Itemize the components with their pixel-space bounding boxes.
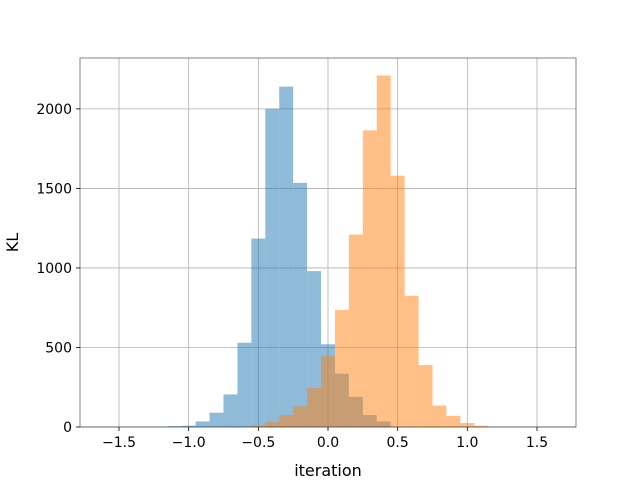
- y-tick-label: 1000: [36, 261, 72, 277]
- x-tick-label: −1.0: [172, 435, 206, 451]
- histogram-bar-series-1: [293, 182, 308, 427]
- y-tick-label: 500: [45, 340, 72, 356]
- histogram-bar-series-2: [279, 415, 294, 427]
- x-tick-label: −0.5: [241, 435, 275, 451]
- histogram-bar-series-2: [251, 425, 266, 427]
- y-tick-label: 0: [63, 420, 72, 436]
- x-axis-label: iteration: [294, 461, 362, 480]
- x-tick-label: 1.5: [526, 435, 548, 451]
- histogram-bar-series-2: [390, 175, 405, 427]
- histogram-bar-series-1: [265, 108, 280, 428]
- histogram-bar-series-2: [404, 295, 419, 427]
- histogram-bar-series-2: [446, 415, 461, 427]
- y-tick-label: 2000: [36, 102, 72, 118]
- histogram-bar-series-2: [474, 425, 489, 427]
- histogram-bar-series-2: [376, 75, 391, 427]
- histogram-bar-series-2: [432, 405, 447, 427]
- histogram-bars: [167, 75, 489, 428]
- histogram-bar-series-2: [265, 422, 280, 427]
- axis-ticks: −1.5 −1.0 −0.5 0.0 0.5 1.0 1.5 0 500 1000 1500 2000: [36, 102, 548, 451]
- histogram-bar-series-1: [223, 394, 238, 427]
- histogram-bar-series-2: [334, 310, 349, 427]
- y-axis-label: KL: [3, 233, 22, 252]
- histogram-bar-series-2: [321, 356, 335, 427]
- histogram-bar-series-2: [460, 423, 475, 427]
- histogram-bar-series-1: [181, 425, 196, 427]
- x-tick-label: 0.5: [387, 435, 409, 451]
- histogram-bar-series-2: [293, 406, 308, 427]
- histogram-bar-series-1: [279, 86, 294, 428]
- histogram-bar-series-2: [362, 130, 377, 427]
- histogram-bar-series-1: [209, 412, 224, 427]
- y-tick-label: 1500: [36, 181, 72, 197]
- histogram-bar-series-1: [237, 342, 252, 427]
- x-tick-label: 0.0: [317, 435, 339, 451]
- x-tick-label: −1.5: [102, 435, 136, 451]
- histogram-bar-series-1: [251, 238, 266, 427]
- histogram-bar-series-2: [418, 364, 433, 427]
- histogram-bar-series-2: [348, 234, 363, 427]
- x-tick-label: 1.0: [456, 435, 478, 451]
- histogram-bar-series-1: [195, 421, 210, 427]
- histogram-bar-series-2: [307, 388, 322, 427]
